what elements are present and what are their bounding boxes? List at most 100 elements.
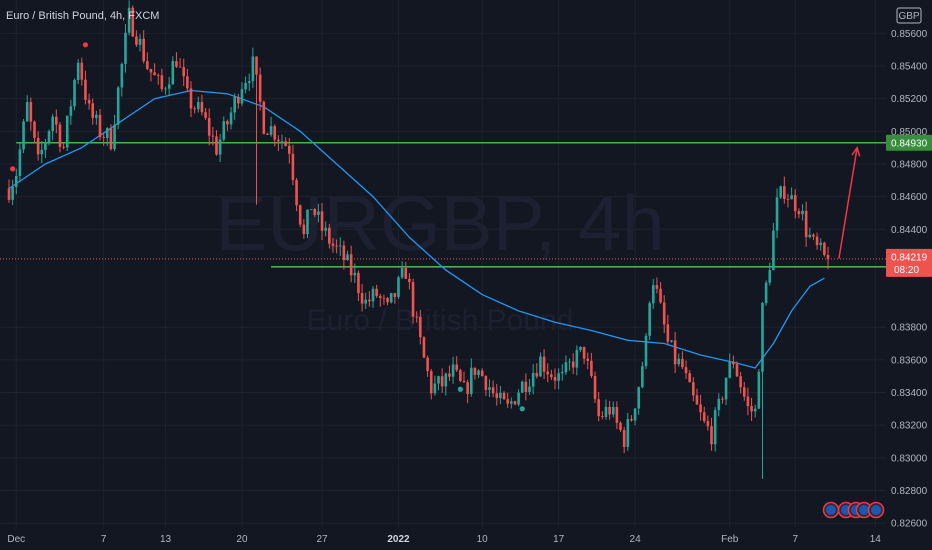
event-icon[interactable] xyxy=(867,501,885,519)
candle-body xyxy=(797,211,801,215)
candle-body xyxy=(120,63,124,88)
arrow-head[interactable] xyxy=(851,145,861,157)
date-tick-label: 10 xyxy=(477,534,489,545)
candle xyxy=(295,178,298,212)
candle xyxy=(622,426,626,454)
price-tick-label: 0.84800 xyxy=(891,159,928,170)
signal-dot xyxy=(519,406,525,412)
candle-body xyxy=(429,371,433,394)
candle-body xyxy=(73,79,76,107)
candle-body xyxy=(109,128,113,150)
candle-body xyxy=(823,242,826,255)
candle-body xyxy=(18,149,22,177)
candle-body xyxy=(604,406,608,417)
candle xyxy=(309,208,313,210)
candle-body xyxy=(466,382,469,395)
candle xyxy=(819,238,823,251)
time-axis[interactable]: Dec 7 13 20 27 2022 10 17 24 Feb 7 14 xyxy=(7,534,881,545)
candle-body xyxy=(247,81,251,83)
candle-body xyxy=(713,410,717,445)
candle xyxy=(768,262,772,286)
arrow-shaft[interactable] xyxy=(838,147,858,259)
candle xyxy=(142,30,145,64)
candle-body xyxy=(229,112,233,125)
candle xyxy=(775,188,779,239)
candle xyxy=(659,282,662,304)
candle xyxy=(513,400,517,406)
candle xyxy=(280,134,284,149)
event-icon[interactable] xyxy=(855,501,873,519)
candle-body xyxy=(557,373,560,381)
candle-body xyxy=(764,282,768,304)
candle xyxy=(742,382,746,401)
candle xyxy=(710,417,713,451)
candle-body xyxy=(258,74,262,102)
candle xyxy=(415,311,418,323)
candle xyxy=(804,201,808,247)
current-price-tag xyxy=(886,248,932,277)
candle-body xyxy=(575,349,579,368)
candle xyxy=(728,353,732,379)
candle xyxy=(419,309,422,345)
candle-body xyxy=(495,393,499,399)
candle xyxy=(113,114,116,152)
candle-body xyxy=(160,75,164,90)
symbol-title[interactable]: Euro / British Pound, 4h, FXCM xyxy=(6,10,159,22)
candle xyxy=(73,78,76,111)
candle-body xyxy=(499,392,502,399)
candle xyxy=(306,209,309,239)
candle xyxy=(422,336,426,359)
candle xyxy=(546,363,550,383)
candle-body xyxy=(626,419,630,447)
level-price-value: 0.84930 xyxy=(891,138,928,149)
candle-body xyxy=(451,364,455,377)
candle-body xyxy=(105,128,109,138)
candle xyxy=(200,94,204,116)
candle xyxy=(666,314,670,345)
signal-markers xyxy=(10,42,525,412)
candle-body xyxy=(40,149,44,155)
candle-body xyxy=(688,373,691,383)
candle-body xyxy=(306,209,309,235)
candle xyxy=(182,58,186,87)
price-axis[interactable]: 0.85600 0.85400 0.85200 0.85000 0.84800 0.846… xyxy=(891,29,928,530)
candle-body xyxy=(156,75,160,76)
price-tick-label: 0.83000 xyxy=(891,453,928,464)
candle xyxy=(349,245,353,283)
candle-body xyxy=(735,364,739,377)
currency-badge[interactable]: GBP xyxy=(896,7,922,24)
candle-body xyxy=(291,153,295,181)
candle xyxy=(273,124,277,147)
candle-body xyxy=(768,270,772,283)
event-icon[interactable] xyxy=(822,501,840,519)
candle xyxy=(673,332,677,374)
candle-body xyxy=(815,236,819,246)
candle xyxy=(25,95,29,122)
date-tick-label: 24 xyxy=(630,534,642,545)
candle-body xyxy=(757,371,761,409)
candle-body xyxy=(22,121,25,150)
candle-body xyxy=(127,7,131,33)
candle-body xyxy=(25,102,29,122)
candle xyxy=(753,404,757,418)
candle xyxy=(156,73,160,85)
candle xyxy=(699,394,702,421)
event-icons[interactable] xyxy=(822,501,885,519)
candle xyxy=(400,261,404,280)
candle-body xyxy=(269,126,273,135)
candle xyxy=(247,73,251,92)
candle-body xyxy=(302,224,306,235)
candle-body xyxy=(14,176,18,187)
candle xyxy=(702,406,706,424)
projection-arrow[interactable] xyxy=(838,145,861,259)
candle-body xyxy=(630,419,633,421)
candle-body xyxy=(51,116,54,132)
candle xyxy=(528,379,531,396)
candle-body xyxy=(375,288,378,297)
candle-body xyxy=(793,195,797,212)
candle-body xyxy=(804,210,808,238)
candle xyxy=(186,68,189,93)
candle-body xyxy=(517,392,520,405)
